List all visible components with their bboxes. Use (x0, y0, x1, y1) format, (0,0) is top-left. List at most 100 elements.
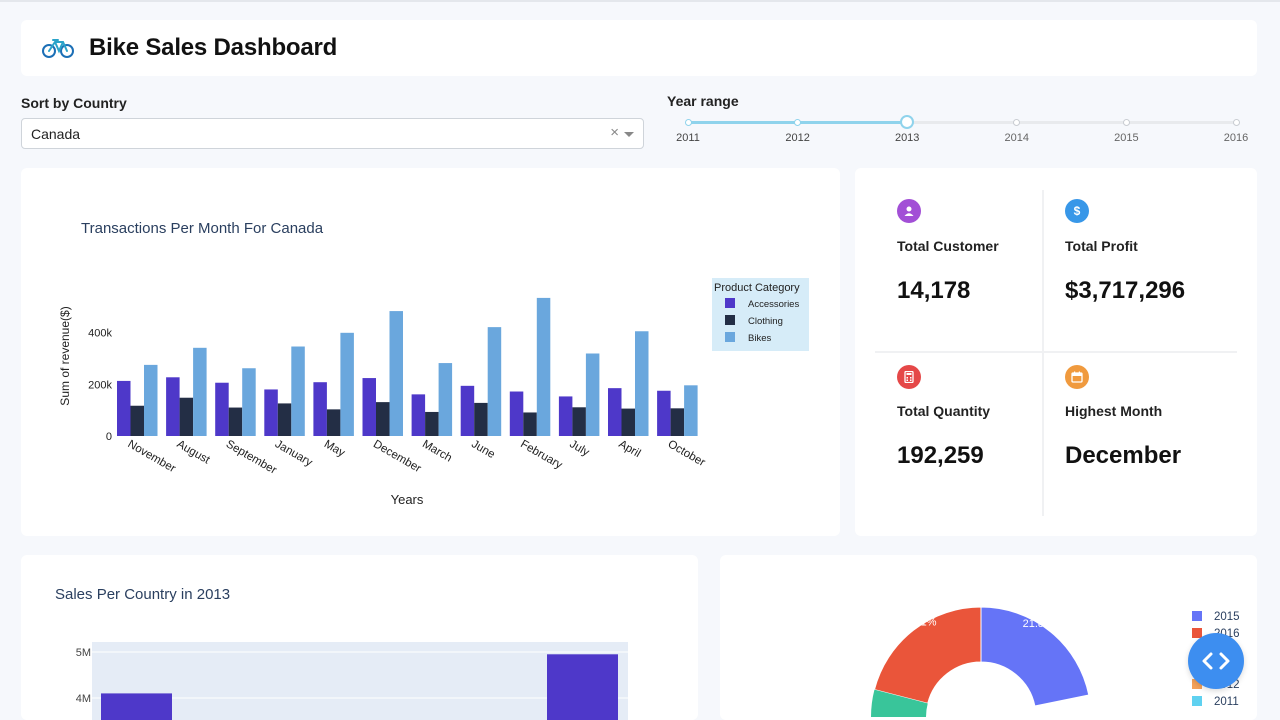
slider-tick-label: 2013 (894, 132, 920, 144)
top-border (0, 0, 1280, 2)
slice-percent-label: 21.8% (1023, 618, 1054, 630)
bar-clothing[interactable] (670, 408, 685, 436)
country-bar[interactable] (101, 693, 172, 720)
donut-slice-2016[interactable] (873, 606, 982, 704)
dollar-icon: $ (1065, 199, 1089, 223)
legend-swatch[interactable] (1192, 696, 1202, 706)
bar-bikes[interactable] (487, 327, 502, 436)
bar-clothing[interactable] (326, 409, 341, 436)
bar-clothing[interactable] (277, 403, 292, 436)
year-range-label: Year range (667, 93, 739, 109)
chart-title: Sales Per Country in 2013 (55, 586, 230, 603)
yearly-share-donut-chart: 21.8%21% 2015201620122011 (871, 606, 1240, 717)
legend-label[interactable]: Clothing (748, 316, 783, 327)
bar-bikes[interactable] (144, 364, 158, 436)
chevron-down-icon[interactable] (624, 132, 634, 137)
bar-clothing[interactable] (425, 411, 439, 436)
bar-accessories[interactable] (657, 390, 671, 436)
bar-clothing[interactable] (474, 402, 488, 436)
bar-accessories[interactable] (608, 388, 622, 436)
slider-handle[interactable] (900, 115, 914, 129)
country-select[interactable]: Canada × (21, 118, 644, 149)
legend-label[interactable]: 2015 (1214, 611, 1240, 623)
legend-swatch[interactable] (725, 332, 735, 342)
legend-swatch[interactable] (1192, 628, 1202, 638)
clear-icon[interactable]: × (610, 124, 619, 141)
slider-tick-label: 2012 (785, 132, 810, 144)
bar-accessories[interactable] (460, 385, 475, 436)
slider-tick-dot[interactable] (1013, 119, 1021, 126)
country-select-label: Sort by Country (21, 95, 127, 111)
code-brackets-icon (1202, 652, 1230, 670)
kpi-title: Highest Month (1065, 403, 1163, 419)
bar-accessories[interactable] (117, 380, 131, 436)
slider-tick-dot[interactable] (1232, 119, 1240, 126)
legend-swatch[interactable] (1192, 679, 1202, 689)
bar-bikes[interactable] (536, 297, 551, 436)
header-bar: Bike Sales Dashboard (21, 20, 1257, 76)
slice-percent-label: 21% (915, 616, 937, 628)
x-tick-label: August (175, 438, 213, 467)
kpi-title: Total Quantity (897, 403, 991, 419)
bar-clothing[interactable] (621, 408, 636, 436)
bar-bikes[interactable] (389, 311, 404, 436)
bar-bikes[interactable] (291, 346, 305, 436)
page-title: Bike Sales Dashboard (89, 34, 338, 61)
legend-label[interactable]: Accessories (748, 299, 799, 310)
bar-accessories[interactable] (558, 396, 573, 436)
kpi-divider-vertical (1042, 190, 1044, 516)
transactions-chart-card: Transactions Per Month For Canada Sum of… (21, 168, 840, 536)
user-icon (897, 199, 921, 223)
legend-title: Product Category (714, 282, 800, 294)
legend-swatch[interactable] (725, 298, 735, 308)
bar-bikes[interactable] (340, 332, 354, 436)
bar-clothing[interactable] (130, 405, 145, 436)
legend-label[interactable]: 2011 (1214, 696, 1239, 708)
x-tick-label: September (224, 438, 279, 477)
donut-slice-2015[interactable] (980, 606, 1090, 707)
bar-accessories[interactable] (166, 377, 180, 436)
kpi-value: December (1065, 442, 1182, 469)
bar-accessories[interactable] (215, 382, 229, 436)
x-tick-label: July (567, 438, 591, 459)
bar-clothing[interactable] (179, 397, 194, 436)
y-tick-label: 400k (88, 328, 112, 340)
slider-tick-dot[interactable] (1122, 119, 1130, 126)
code-toggle-button[interactable] (1188, 633, 1244, 689)
slider-tick-dot[interactable] (794, 119, 802, 126)
bar-clothing[interactable] (523, 412, 537, 436)
slider-tick-dot[interactable] (684, 119, 692, 126)
slider-tick-label: 2015 (1114, 132, 1139, 144)
legend-swatch[interactable] (1192, 611, 1202, 621)
bar-clothing[interactable] (228, 407, 243, 436)
x-tick-label: December (371, 438, 423, 475)
y-tick-label: 4M (76, 693, 91, 705)
bar-bikes[interactable] (585, 353, 600, 437)
slider-tick-label: 2014 (1004, 132, 1030, 144)
legend-label[interactable]: Bikes (748, 333, 771, 344)
bar-clothing[interactable] (572, 407, 586, 436)
bar-accessories[interactable] (362, 378, 377, 436)
bar-accessories[interactable] (411, 394, 426, 436)
country-bar[interactable] (547, 654, 618, 720)
bar-accessories[interactable] (313, 382, 327, 436)
year-range-slider[interactable]: 2011 2012 2013 2014 2015 2016 (676, 112, 1248, 146)
bar-clothing[interactable] (376, 402, 390, 436)
chart-title: Transactions Per Month For Canada (81, 220, 324, 237)
country-select-value: Canada (31, 125, 81, 142)
dollar-glyph: $ (1073, 204, 1081, 218)
kpi-title: Total Profit (1065, 238, 1138, 254)
bar-bikes[interactable] (193, 347, 207, 436)
slider-rail[interactable] (688, 121, 1236, 124)
donut-slice-other[interactable] (871, 689, 928, 717)
sales-per-country-card: Sales Per Country in 2013 4M 5M (21, 555, 698, 720)
bar-accessories[interactable] (264, 389, 278, 436)
bar-accessories[interactable] (509, 391, 524, 436)
bar-bikes[interactable] (242, 368, 256, 436)
bar-bikes[interactable] (635, 331, 649, 436)
legend-swatch[interactable] (725, 315, 735, 325)
transactions-chart: Transactions Per Month For Canada Sum of… (58, 220, 809, 507)
slider-tick-label: 2016 (1223, 132, 1249, 144)
bar-bikes[interactable] (684, 385, 698, 436)
bar-bikes[interactable] (438, 363, 453, 436)
